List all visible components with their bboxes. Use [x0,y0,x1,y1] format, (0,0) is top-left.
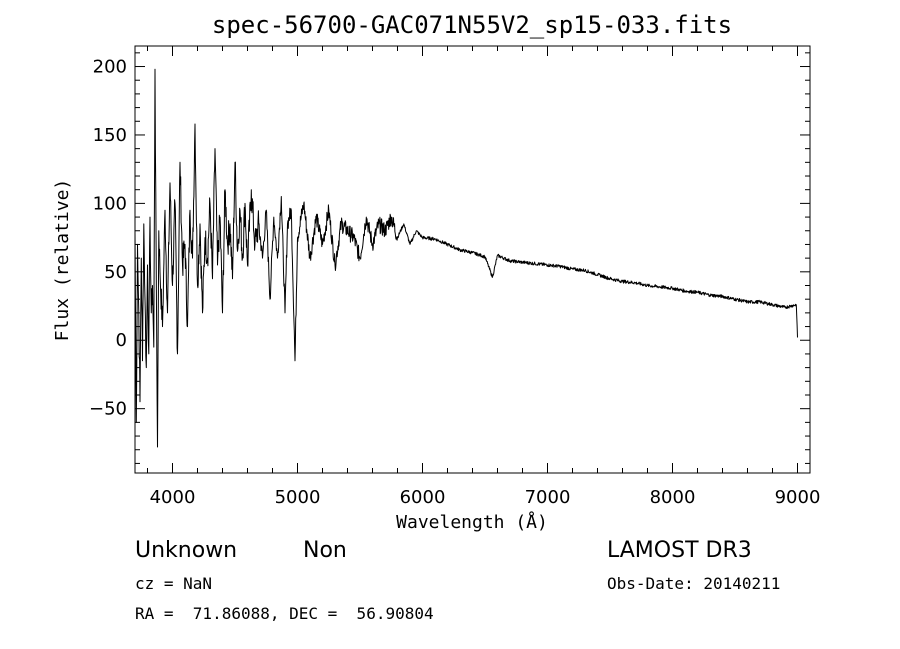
object-subclass: Non [303,538,347,563]
coordinates-text: RA = 71.86088, DEC = 56.90804 [135,604,434,623]
y-tick-label: −50 [89,399,127,420]
y-tick-label: 0 [116,330,127,351]
axis-ticks [135,46,810,473]
x-tick-label: 6000 [400,487,446,508]
plot-frame [134,45,811,474]
y-tick-label: 150 [93,125,127,146]
y-tick-label: 50 [104,262,127,283]
x-axis-label: Wavelength (Å) [396,511,548,533]
x-tick-label: 4000 [150,487,196,508]
y-tick-label: 100 [93,193,127,214]
x-tick-label: 7000 [525,487,571,508]
object-class: Unknown [135,538,238,563]
y-tick-label: 200 [93,57,127,78]
x-tick-label: 8000 [650,487,696,508]
x-tick-label: 5000 [275,487,321,508]
y-axis-label: Flux (relative) [52,179,73,342]
tick-labels: 4000 5000 6000 7000 8000 9000 −50 0 50 100 150 200 [89,57,820,508]
survey-label: LAMOST DR3 [607,538,752,563]
chart-title: spec-56700-GAC071N55V2_sp15-033.fits [212,11,732,39]
redshift-text: cz = NaN [135,574,213,593]
spectrum-line [134,68,798,448]
x-tick-label: 9000 [775,487,821,508]
obs-date-text: Obs-Date: 20140211 [607,574,781,593]
